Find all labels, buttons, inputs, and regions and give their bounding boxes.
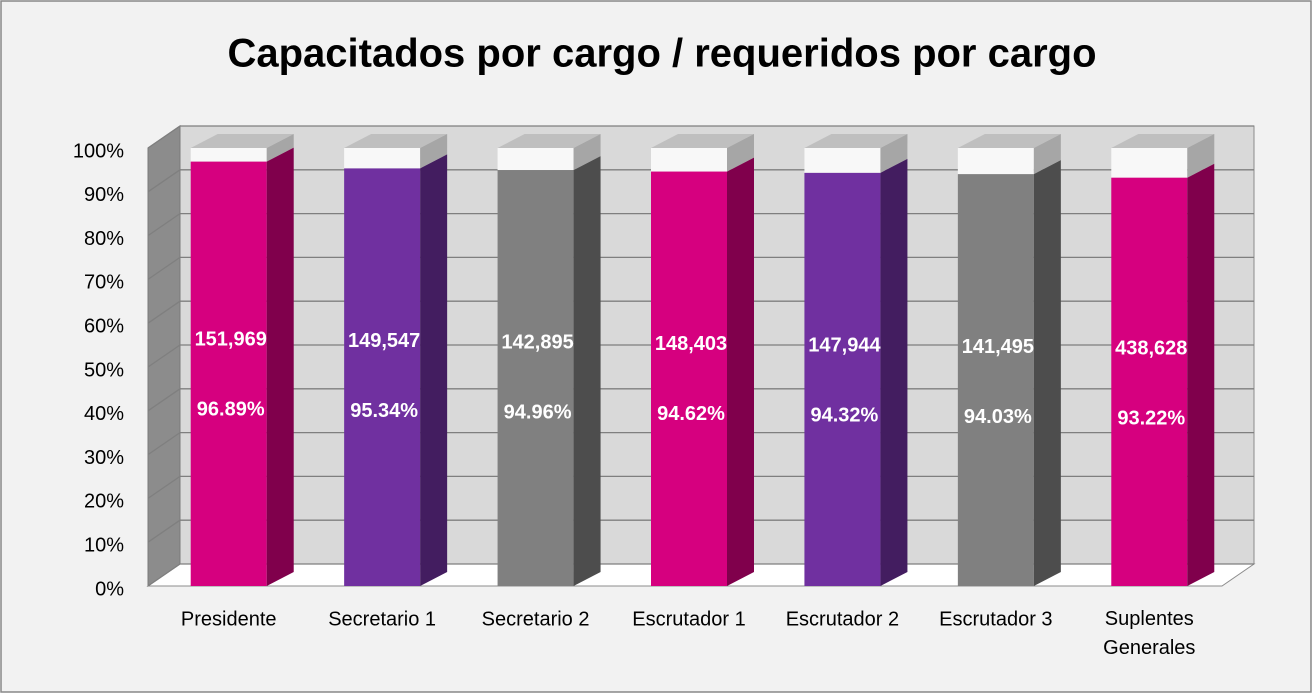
bar-side (880, 158, 908, 586)
bar-remainder (344, 148, 421, 169)
y-tick-label: 0% (95, 578, 124, 600)
y-tick-label: 40% (84, 403, 124, 425)
plot-area: 0% 10% 20% 30% 40% 50% 60% 70% 80% 90% 100% 151,969… (73, 125, 1256, 659)
bar (804, 172, 881, 586)
value-label: 94.32% (811, 404, 879, 426)
count-label: 147,944 (808, 334, 881, 356)
bar-remainder-side (880, 134, 908, 173)
x-tick-label: Secretario 2 (482, 608, 590, 630)
count-label: 142,895 (501, 331, 573, 353)
bar-remainder-side (727, 134, 754, 172)
bar-remainder (804, 148, 881, 173)
bar-remainder-side (1187, 134, 1215, 178)
y-tick-label: 70% (84, 272, 124, 294)
count-label: 151,969 (195, 328, 267, 350)
bar-side (266, 147, 294, 586)
y-tick-label: 10% (84, 534, 124, 556)
bar-remainder (957, 148, 1034, 175)
x-tick-label: Escrutador 2 (786, 608, 899, 630)
chart-title: Capacitados por cargo / requeridos por c… (227, 32, 1096, 76)
bar-side (573, 156, 601, 586)
value-label: 95.34% (350, 400, 418, 422)
bar (1111, 177, 1188, 586)
x-tick-label: Suplentes Generales (1103, 608, 1195, 659)
grid-line (147, 125, 1254, 149)
bar-remainder (1111, 148, 1188, 178)
bar-remainder (651, 148, 727, 172)
bar-remainder (190, 148, 267, 162)
y-tick-label: 90% (84, 184, 124, 206)
bar-remainder-side (573, 134, 601, 171)
bar-remainder-top (344, 134, 448, 148)
bar-remainder-top (497, 134, 601, 148)
x-tick-label: Escrutador 3 (939, 608, 1052, 630)
bar-remainder-top (804, 134, 908, 148)
bar-remainder-top (651, 134, 754, 148)
bar-remainder-top (957, 134, 1061, 148)
bar-remainder (497, 148, 574, 171)
x-tick-label: Escrutador 1 (632, 608, 745, 630)
value-label: 96.89% (197, 398, 265, 420)
bar-remainder-top (1111, 134, 1215, 148)
bar-remainder-side (420, 134, 448, 169)
x-tick-label: Secretario 1 (328, 608, 436, 630)
y-tick-label: 100% (73, 140, 124, 162)
bar-side (420, 154, 448, 586)
value-label: 94.03% (964, 406, 1032, 428)
y-tick-label: 50% (84, 359, 124, 381)
bar-remainder-top (190, 134, 294, 148)
bar-side (1187, 163, 1215, 586)
count-label: 148,403 (655, 333, 727, 355)
bar-remainder-side (266, 134, 294, 162)
count-label: 438,628 (1115, 337, 1187, 359)
bar (651, 171, 727, 587)
bar-side (727, 157, 754, 587)
y-tick-label: 60% (84, 315, 124, 337)
value-label: 93.22% (1117, 407, 1185, 429)
bar (344, 168, 421, 586)
value-label: 94.62% (657, 403, 725, 425)
count-label: 141,495 (962, 336, 1034, 358)
bar (497, 170, 574, 586)
bar (957, 174, 1034, 586)
bar-side (1033, 160, 1061, 586)
count-label: 149,547 (348, 330, 420, 352)
value-label: 94.96% (504, 401, 572, 423)
x-tick-label: Presidente (181, 608, 277, 630)
bar-remainder-side (1033, 134, 1061, 175)
bar (190, 161, 267, 586)
y-tick-label: 20% (84, 491, 124, 513)
y-tick-label: 30% (84, 447, 124, 469)
y-tick-label: 80% (84, 228, 124, 250)
